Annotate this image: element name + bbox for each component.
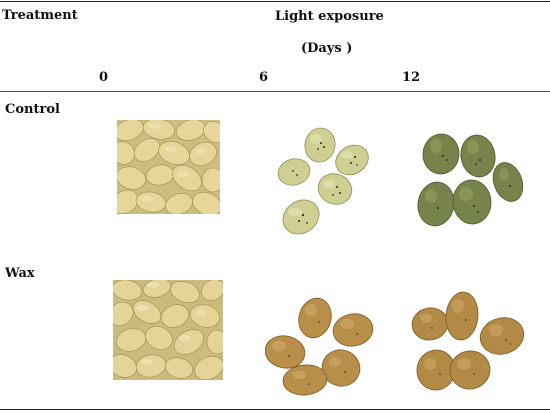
day-6-column-header: 6 xyxy=(259,70,269,85)
wax-day-6-photo xyxy=(265,296,378,396)
wax-day-0-photo xyxy=(113,280,223,380)
control-day-6-photo xyxy=(277,127,373,237)
control-day-0-photo xyxy=(117,120,220,214)
treatment-header: Treatment xyxy=(2,8,78,23)
control-row-label: Control xyxy=(5,102,60,117)
wax-row-label: Wax xyxy=(5,266,35,281)
days-unit-header: (Days ) xyxy=(301,41,353,56)
table-top-rule xyxy=(0,1,550,2)
light-exposure-header: Light exposure xyxy=(275,9,384,24)
header-bottom-rule xyxy=(0,91,550,92)
day-12-column-header: 12 xyxy=(402,70,421,85)
control-day-12-photo xyxy=(416,132,523,229)
table-bottom-rule xyxy=(0,409,550,410)
day-0-column-header: 0 xyxy=(99,70,109,85)
wax-day-12-photo xyxy=(410,290,525,393)
